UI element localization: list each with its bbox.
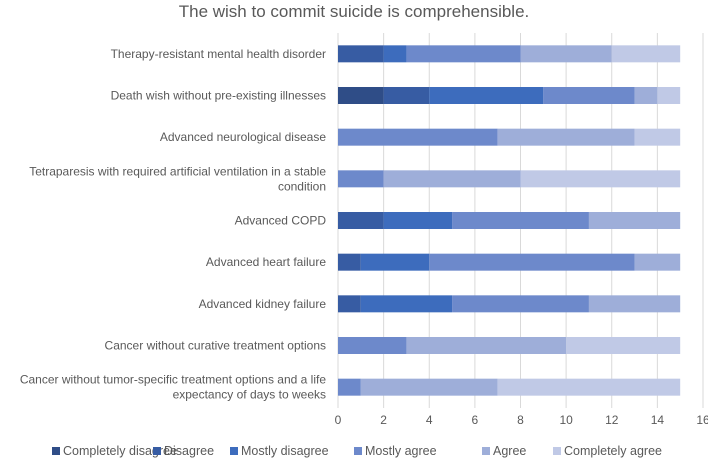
bar-segment [360,378,498,396]
category-label: Cancer without curative treatment option… [105,339,326,353]
legend-swatch [553,447,561,455]
category-label: condition [278,179,326,193]
bar-segment [383,87,430,104]
x-tick-label: 16 [696,413,708,427]
bar-segment [338,337,407,354]
bar-segment [338,212,384,229]
category-labels: Therapy-resistant mental health disorder… [20,47,326,402]
bar-segment [338,253,361,271]
category-label: Cancer without tumor-specific treatment … [20,373,326,387]
category-label: Tetraparesis with required artificial ve… [29,164,326,178]
bar-segment [543,87,635,104]
bar-segment [520,45,612,63]
x-tick-label: 8 [517,413,524,427]
legend-swatch [354,447,362,455]
x-axis-ticks: 0 2 4 6 8 10 12 14 16 [335,413,708,427]
x-tick-label: 0 [335,413,342,427]
bar-segment [338,170,384,188]
bar-segment [657,87,681,104]
category-label: Advanced heart failure [206,255,326,269]
category-label: expectancy of days to weeks [173,388,326,402]
x-tick-label: 4 [426,413,433,427]
bar-segment [566,337,681,354]
bar-segment [588,295,681,313]
category-label: Advanced kidney failure [199,297,327,311]
x-tick-label: 14 [651,413,665,427]
category-label: Advanced COPD [235,214,327,228]
legend-label: Disagree [164,444,214,458]
x-tick-label: 10 [559,413,573,427]
legend-label: Completely agree [564,444,662,458]
legend-label: Mostly agree [365,444,437,458]
bar-segment [383,170,521,188]
chart-title: The wish to commit suicide is comprehens… [179,2,530,21]
legend-label: Agree [493,444,526,458]
bar-segment [338,128,498,146]
x-tick-label: 2 [380,413,387,427]
bar-segment [338,87,384,104]
bar-segment [429,87,544,104]
bar-segment [406,337,567,354]
bar-segment [497,128,635,146]
bar-segment [360,295,453,313]
x-tick-label: 12 [605,413,619,427]
bar-segment [452,295,589,313]
x-tick-label: 6 [472,413,479,427]
category-label: Therapy-resistant mental health disorder [111,47,326,61]
legend-label: Mostly disagree [241,444,329,458]
bars [338,45,681,396]
bar-segment [383,212,453,229]
bar-segment [338,378,361,396]
bar-segment [634,253,681,271]
bar-segment [497,378,681,396]
bar-segment [634,87,658,104]
bar-segment [611,45,681,63]
legend-swatch [153,447,161,455]
legend-label: Completely disagree [63,444,177,458]
bar-segment [406,45,521,63]
legend-swatch [52,447,60,455]
category-label: Death wish without pre-existing illnesse… [111,89,326,103]
bar-segment [338,45,384,63]
bar-segment [452,212,589,229]
legend-swatch [230,447,238,455]
bar-segment [588,212,681,229]
bar-segment [338,295,361,313]
category-label: Advanced neurological disease [160,130,326,144]
bar-segment [634,128,681,146]
bar-segment [360,253,430,271]
legend-swatch [482,447,490,455]
bar-segment [429,253,635,271]
bar-segment [383,45,407,63]
bar-segment [520,170,681,188]
